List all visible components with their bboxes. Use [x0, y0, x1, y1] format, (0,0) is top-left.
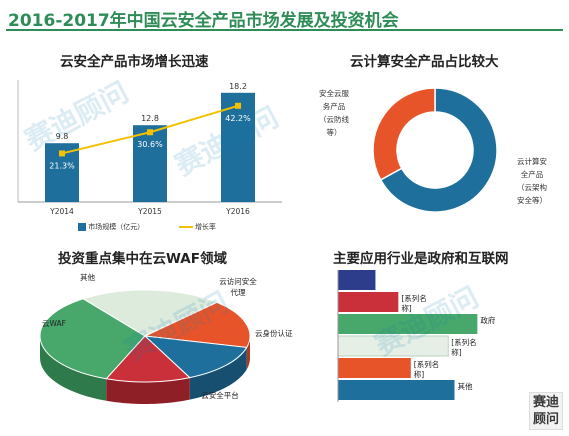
chart2-title: 云计算安全产品占比较大: [350, 54, 499, 70]
industry-bar-label: 其他: [457, 381, 472, 391]
industry-bar-label: 政府: [480, 315, 495, 325]
industry-bar-label: 称]: [401, 303, 411, 313]
x-tick-label: Y2016: [225, 207, 250, 216]
pie-slice-cloud-identity-side: [246, 336, 250, 370]
bar-market-size: [133, 125, 167, 202]
pie-slice-cloud-access-broker: [143, 335, 248, 379]
x-tick-label: Y2015: [137, 207, 162, 216]
chart1-title: 云安全产品市场增长迅速: [60, 54, 209, 70]
donut-slice-label: （云防线: [319, 114, 349, 124]
legend-swatch-growth: [178, 226, 193, 228]
donut-slice-label: 云计算安: [517, 156, 547, 166]
pie-slice-cloud-security-platform: [82, 289, 219, 337]
pie-slice-label: 云WAF: [42, 319, 66, 328]
pie-slice-cloud-waf-side: [40, 335, 107, 401]
page-title: 2016-2017年中国云安全产品市场发展及投资机会: [8, 11, 399, 31]
donut-slice-label: 安全云服: [319, 88, 349, 98]
legend-swatch-size: [78, 223, 86, 231]
donut-slice-label: （云架构: [517, 182, 547, 192]
title-divider: [6, 29, 563, 31]
industry-bar-label: [系列名: [451, 337, 476, 347]
donut-slice-label: 等）: [327, 127, 342, 137]
industry-bar-label: 称]: [451, 347, 461, 357]
bar-market-size: [221, 92, 255, 202]
bar-value-label: 9.8: [56, 132, 69, 141]
bar-value-label: 18.2: [229, 82, 247, 91]
donut-slice-label: 务产品: [323, 101, 346, 111]
pie-slice-label: 云访问安全: [219, 276, 257, 286]
donut-slice-cloud-security: [379, 87, 498, 213]
pie-slice-cloud-identity: [143, 301, 251, 348]
donut-slice-label: 全产品: [521, 169, 544, 179]
pie-slice-label: 云安全平台: [201, 390, 239, 400]
legend-label-size: 市场规模（亿元）: [88, 223, 145, 231]
pie-slice-cloud-waf: [39, 298, 146, 380]
legend-label-growth: 增长率: [194, 223, 216, 231]
logo: 赛迪顾问: [529, 392, 563, 430]
market-growth-chart: 9.8 Y2014 12.8 Y2015 18.2 Y2016 21.3% 30.6% 42.2…: [17, 80, 282, 216]
pie-slice-other-side: [106, 377, 190, 404]
growth-rate-marker: [235, 102, 241, 109]
industry-bar: [338, 314, 478, 334]
donut-slice-security-service: [372, 87, 436, 181]
industry-bar-label: [系列名: [414, 359, 439, 369]
industry-bar: [338, 292, 399, 312]
pie-slice-label: 其他: [80, 272, 95, 282]
x-tick-label: Y2014: [49, 207, 74, 216]
chart4-title: 主要应用行业是政府和互联网: [333, 251, 509, 267]
industry-bar: [338, 270, 376, 290]
growth-rate-marker: [59, 150, 65, 157]
chart3-title: 投资重点集中在云WAF领域: [58, 251, 227, 267]
donut-slice-label: 安全等）: [517, 195, 547, 205]
industry-bar: [338, 358, 411, 378]
growth-rate-label: 42.2%: [225, 114, 251, 123]
industry-bar-label: [系列名: [401, 293, 426, 303]
industry-bar: [338, 380, 455, 400]
pie-slice-label: 云身份认证: [255, 328, 293, 338]
chart1-legend: 市场规模（亿元） 增长率: [78, 222, 216, 232]
growth-rate-label: 30.6%: [137, 140, 163, 149]
pie-slice-cloud-access-broker-side: [189, 347, 247, 400]
growth-rate-label: 21.3%: [49, 161, 75, 170]
bar-value-label: 12.8: [141, 114, 159, 123]
pie-slice-other: [105, 335, 191, 383]
growth-rate-marker: [147, 129, 153, 136]
industry-bar-label: 称]: [414, 369, 424, 379]
pie-slice-label: 代理: [231, 287, 246, 297]
